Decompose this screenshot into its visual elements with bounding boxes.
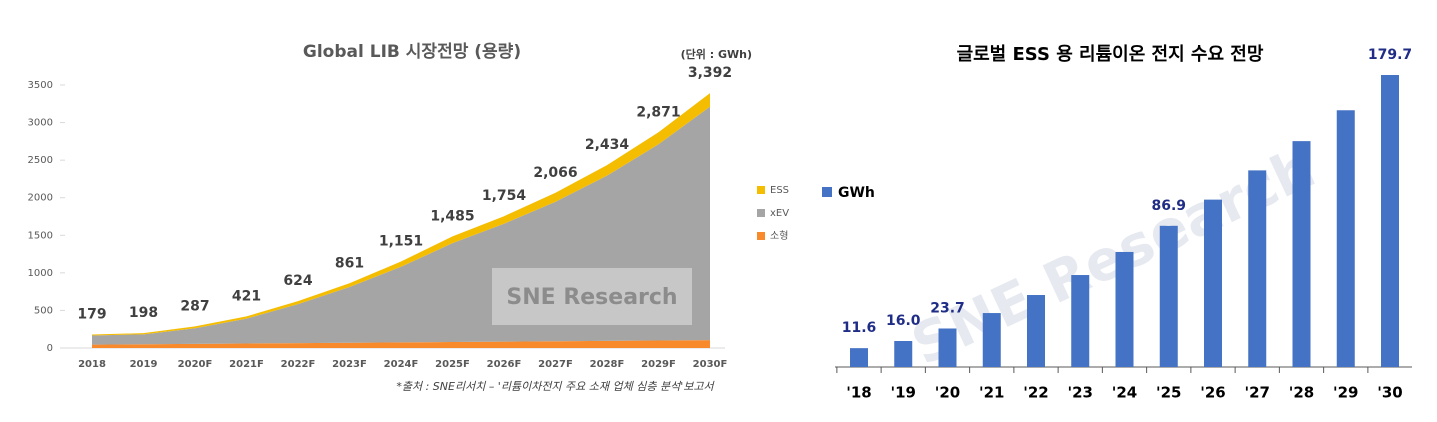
x-tick-label: 2024F xyxy=(384,359,419,370)
total-label: 2,066 xyxy=(533,165,577,181)
bar xyxy=(938,328,957,367)
x-tick-label: '23 xyxy=(1068,384,1093,402)
x-tick-label: 2029F xyxy=(641,359,676,370)
y-tick-label: 3000 xyxy=(28,118,53,129)
bar xyxy=(1027,295,1045,367)
x-tick-label: '25 xyxy=(1156,384,1181,402)
y-tick-label: 0 xyxy=(47,343,53,354)
x-tick-label: '27 xyxy=(1245,384,1270,402)
bar xyxy=(982,313,1001,367)
legend-swatch xyxy=(822,187,832,197)
x-tick-label: '30 xyxy=(1377,384,1402,402)
legend-swatch xyxy=(757,232,765,240)
chart-title: 글로벌 ESS 용 리튬이온 전지 수요 전망 xyxy=(957,44,1264,65)
total-label: 3,392 xyxy=(688,65,732,81)
x-tick-label: 2025F xyxy=(435,359,470,370)
x-tick-label: '18 xyxy=(846,384,871,402)
y-tick-label: 1500 xyxy=(28,230,53,241)
total-label: 1,754 xyxy=(482,188,527,204)
total-label: 1,151 xyxy=(379,234,423,250)
x-tick-label: '28 xyxy=(1289,384,1314,402)
legend-swatch xyxy=(757,186,765,194)
x-tick-label: 2021F xyxy=(229,359,264,370)
x-tick-label: 2030F xyxy=(693,359,728,370)
bar xyxy=(1292,141,1311,367)
legend-label: 소형 xyxy=(770,230,788,242)
x-tick-label: 2023F xyxy=(332,359,367,370)
total-label: 624 xyxy=(283,273,312,289)
legend-swatch xyxy=(757,209,765,217)
total-label: 2,871 xyxy=(636,104,680,120)
x-tick-label: 2020F xyxy=(178,359,213,370)
x-tick-label: 2018 xyxy=(78,359,106,370)
unit-label: (단위 : GWh) xyxy=(681,47,752,61)
bar xyxy=(894,341,913,367)
chart-title: Global LIB 시장전망 (용량) xyxy=(303,42,521,62)
x-tick-label: '21 xyxy=(979,384,1004,402)
x-tick-label: 2028F xyxy=(590,359,625,370)
x-tick-label: '20 xyxy=(935,384,960,402)
x-tick-label: '22 xyxy=(1023,384,1048,402)
value-label: 179.7 xyxy=(1368,47,1412,63)
bar xyxy=(1204,199,1222,367)
x-tick-label: 2026F xyxy=(487,359,522,370)
total-label: 861 xyxy=(335,255,364,271)
bar xyxy=(1159,225,1178,367)
y-tick-label: 2000 xyxy=(28,193,53,204)
bar xyxy=(1071,275,1090,367)
legend-label: GWh xyxy=(838,185,875,201)
total-label: 2,434 xyxy=(585,137,630,153)
bar xyxy=(1336,110,1355,368)
legend-label: xEV xyxy=(770,208,789,219)
value-label: 16.0 xyxy=(886,313,921,329)
area xyxy=(92,340,710,348)
value-label: 23.7 xyxy=(930,300,965,316)
total-label: 421 xyxy=(232,288,261,304)
watermark: SNE Research xyxy=(506,285,677,310)
x-tick-label: '29 xyxy=(1333,384,1358,402)
bar xyxy=(1248,170,1267,367)
bar xyxy=(850,348,868,367)
legend-label: ESS xyxy=(770,185,789,196)
y-tick-label: 3500 xyxy=(28,80,53,91)
value-label: 11.6 xyxy=(842,320,877,336)
x-tick-label: '19 xyxy=(891,384,916,402)
source-note: *출처 : SNE리서치 – '리튬이차전지 주요 소재 업체 심층 분석'보고… xyxy=(396,380,715,393)
total-label: 1,485 xyxy=(430,208,474,224)
value-label: 86.9 xyxy=(1151,198,1186,214)
x-tick-label: 2022F xyxy=(281,359,316,370)
x-tick-label: 2027F xyxy=(538,359,573,370)
y-tick-label: 500 xyxy=(34,305,53,316)
total-label: 179 xyxy=(77,307,106,323)
y-tick-label: 2500 xyxy=(28,155,53,166)
bar xyxy=(1115,251,1134,367)
bar xyxy=(1381,75,1399,367)
watermark-box xyxy=(492,268,692,325)
y-tick-label: 1000 xyxy=(28,268,53,279)
x-tick-label: '24 xyxy=(1112,384,1137,402)
x-tick-label: '26 xyxy=(1200,384,1225,402)
total-label: 198 xyxy=(129,305,158,321)
x-tick-label: 2019 xyxy=(130,359,158,370)
total-label: 287 xyxy=(180,298,209,314)
